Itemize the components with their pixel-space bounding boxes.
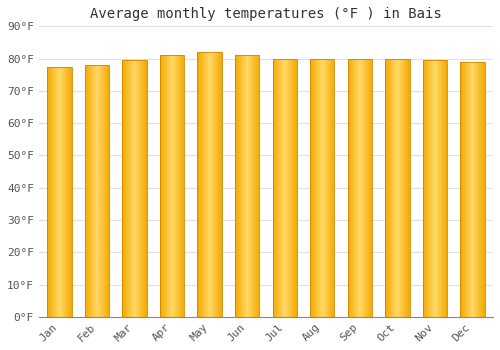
Title: Average monthly temperatures (°F ) in Bais: Average monthly temperatures (°F ) in Ba… [90,7,442,21]
Bar [235,55,260,317]
Bar [385,58,409,317]
Bar [160,55,184,317]
Bar [422,60,447,317]
Bar [198,52,222,317]
Bar [310,58,334,317]
Bar [348,58,372,317]
Bar [122,60,146,317]
Bar [48,66,72,317]
Bar [460,62,484,317]
Bar [85,65,109,317]
Bar [272,58,297,317]
